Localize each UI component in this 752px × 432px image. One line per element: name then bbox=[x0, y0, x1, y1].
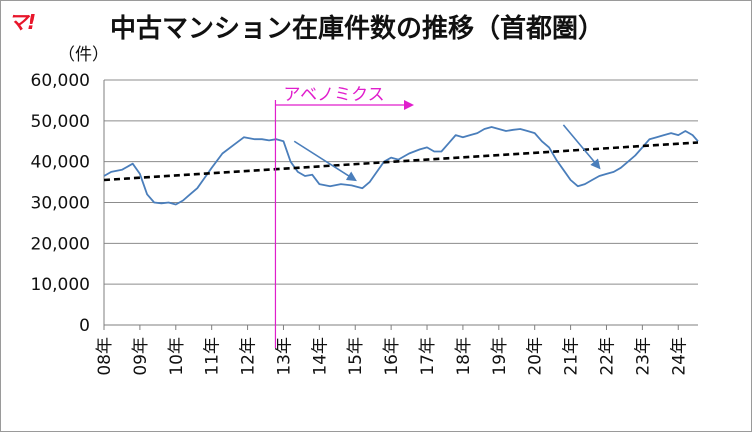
x-tick-label: 18年 bbox=[454, 337, 474, 376]
y-tick-label: 20,000 bbox=[31, 234, 90, 254]
x-tick-label: 09年 bbox=[131, 337, 151, 376]
x-tick-label: 23年 bbox=[633, 337, 653, 376]
y-tick-label: 60,000 bbox=[31, 71, 90, 91]
brand-logo: マ! bbox=[8, 10, 36, 34]
y-tick-label: 40,000 bbox=[31, 153, 90, 173]
y-tick-label: 30,000 bbox=[31, 194, 90, 214]
annotation-group: アベノミクス bbox=[274, 85, 601, 348]
x-tick-label: 08年 bbox=[95, 337, 115, 376]
grid-lines bbox=[103, 79, 698, 326]
chart-title: 中古マンション在庫件数の推移（首都圏） bbox=[110, 14, 605, 44]
y-tick-label: 0 bbox=[79, 316, 90, 336]
x-tick-label: 13年 bbox=[274, 337, 294, 376]
y-tick-label: 50,000 bbox=[31, 112, 90, 132]
x-tick-label: 14年 bbox=[310, 337, 330, 376]
x-tick-label: 17年 bbox=[418, 337, 438, 376]
y-tick-label: 10,000 bbox=[31, 275, 90, 295]
trend-arrow bbox=[562, 124, 601, 170]
x-tick-label: 21年 bbox=[562, 337, 582, 376]
series-group bbox=[103, 126, 699, 206]
y-axis-unit-label: （件） bbox=[58, 45, 109, 65]
x-axis-ticks: 08年 09年 10年 11年 12年 13年 14年 15年 16年 17年 18年 19年 20年 2… bbox=[95, 325, 689, 376]
annotation-label: アベノミクス bbox=[283, 85, 384, 105]
x-tick-label: 11年 bbox=[203, 337, 223, 376]
y-axis-ticks: 0 10,000 20,000 30,000 40,000 50,000 60,000 bbox=[31, 71, 90, 336]
x-tick-label: 20年 bbox=[526, 337, 546, 376]
trend-line bbox=[103, 141, 699, 182]
series-line bbox=[103, 126, 699, 206]
trend-arrow bbox=[293, 140, 357, 182]
x-tick-label: 10年 bbox=[167, 337, 187, 376]
x-tick-label: 22年 bbox=[597, 337, 617, 376]
x-tick-label: 16年 bbox=[382, 337, 402, 376]
x-tick-label: 12年 bbox=[239, 337, 259, 376]
x-tick-label: 24年 bbox=[669, 337, 689, 376]
x-tick-label: 15年 bbox=[346, 337, 366, 376]
x-tick-label: 19年 bbox=[490, 337, 510, 376]
